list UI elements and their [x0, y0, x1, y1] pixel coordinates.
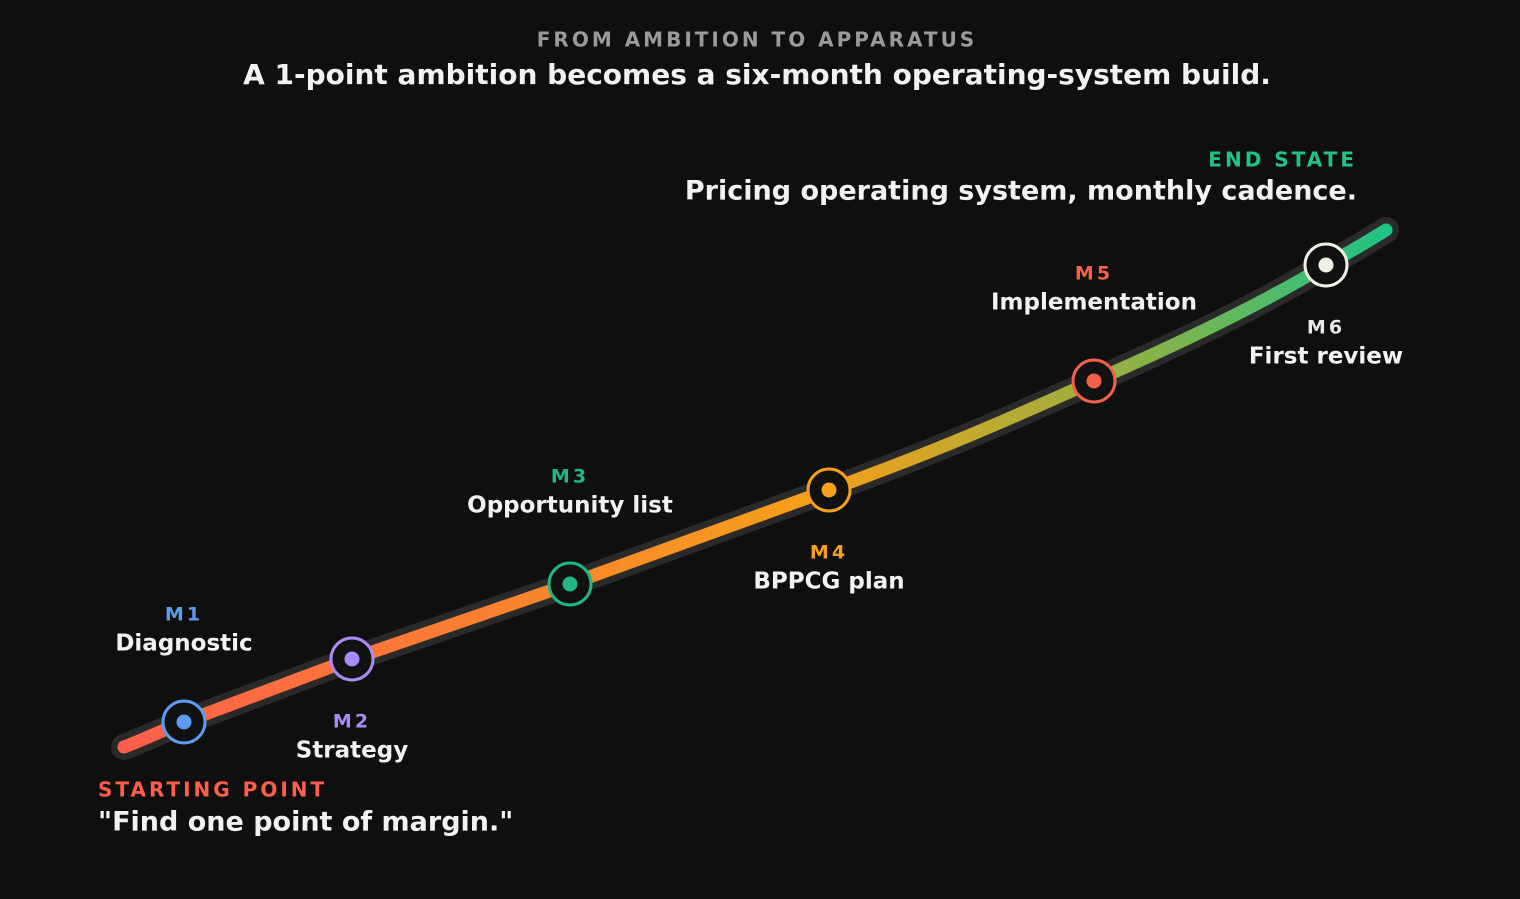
- milestone-code: M4: [810, 542, 848, 564]
- milestone-dot: [344, 651, 360, 667]
- start-label: STARTING POINT: [98, 778, 327, 802]
- milestone-dot: [562, 576, 578, 592]
- start-text: "Find one point of margin.": [98, 807, 513, 838]
- end-text: Pricing operating system, monthly cadenc…: [685, 176, 1357, 207]
- milestone-label: BPPCG plan: [753, 569, 904, 595]
- eyebrow: FROM AMBITION TO APPARATUS: [537, 28, 977, 52]
- milestone-label: Strategy: [296, 738, 408, 764]
- milestone-code: M6: [1307, 317, 1345, 339]
- milestone-code: M3: [551, 466, 589, 488]
- milestone-code: M5: [1075, 263, 1113, 285]
- end-label: END STATE: [1208, 148, 1357, 172]
- milestone-label: Opportunity list: [467, 493, 673, 519]
- milestone-dot: [176, 714, 192, 730]
- milestone-dot: [1086, 373, 1102, 389]
- milestone-label: Implementation: [991, 290, 1197, 316]
- milestone-label: First review: [1249, 344, 1403, 370]
- milestone-label: Diagnostic: [115, 631, 252, 657]
- milestone-code: M2: [333, 711, 371, 733]
- milestone-dot: [821, 482, 837, 498]
- title: A 1-point ambition becomes a six-month o…: [243, 58, 1271, 91]
- milestone-dot: [1318, 257, 1334, 273]
- milestones: M1 Diagnostic M2 Strategy M3 Opportunity list…: [115, 242, 1403, 764]
- milestone-code: M1: [165, 604, 203, 626]
